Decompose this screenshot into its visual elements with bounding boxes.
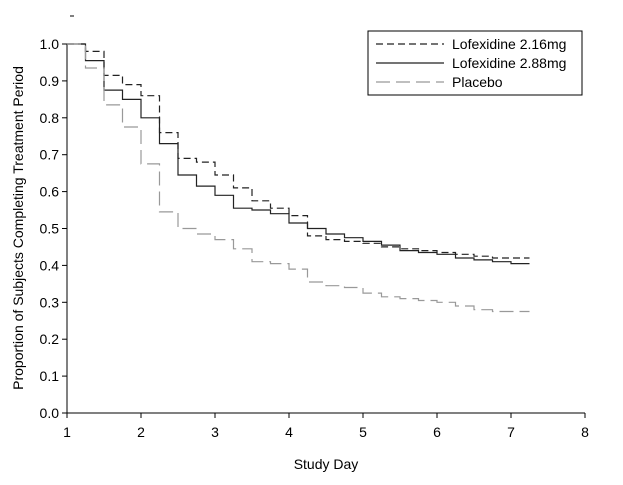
y-tick-label: 0.8: [40, 110, 60, 126]
y-tick-label: 0.6: [40, 184, 60, 200]
y-tick-label: 0.3: [40, 294, 60, 310]
x-tick-label: 6: [433, 424, 441, 440]
series-lines: [67, 43, 530, 313]
y-tick-label: 0.7: [40, 147, 60, 163]
x-tick-label: 2: [137, 424, 145, 440]
y-tick-label: 0.5: [40, 221, 60, 237]
series-line-2: [67, 43, 530, 265]
legend-label: Placebo: [452, 74, 503, 90]
y-tick-label: 0.4: [40, 257, 60, 273]
y-tick-label: 0.0: [40, 405, 60, 421]
x-tick-label: 4: [285, 424, 293, 440]
y-tick-label: 0.9: [40, 73, 60, 89]
series-line-3: [67, 43, 530, 313]
y-axis-title: Proportion of Subjects Completing Treatm…: [10, 66, 26, 390]
x-tick-label: 3: [211, 424, 219, 440]
legend: Lofexidine 2.16mg Lofexidine 2.88mg Placeb…: [367, 30, 583, 96]
x-tick-label: 7: [507, 424, 515, 440]
y-tick-label: 0.1: [40, 368, 60, 384]
legend-label: Lofexidine 2.88mg: [452, 55, 566, 71]
x-tick-label: 1: [63, 424, 71, 440]
legend-label: Lofexidine 2.16mg: [452, 36, 566, 52]
y-ticks: 0.0 0.1 0.2 0.3 0.4 0.5 0.6 0.7 0.8 0.9 1.0: [40, 36, 67, 421]
x-tick-label: 5: [359, 424, 367, 440]
y-tick-label: 1.0: [40, 36, 60, 52]
x-ticks: 1 2 3 4 5 6 7 8: [63, 413, 589, 440]
y-tick-label: 0.2: [40, 331, 60, 347]
x-axis-title: Study Day: [294, 456, 359, 472]
x-tick-label: 8: [581, 424, 589, 440]
